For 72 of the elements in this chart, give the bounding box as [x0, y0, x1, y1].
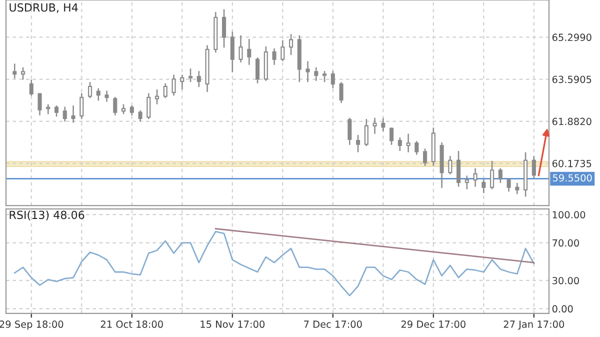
candlestick — [356, 135, 360, 152]
candlestick — [330, 71, 335, 88]
line-series — [14, 230, 535, 296]
y-tick-label: 65.2990 — [552, 34, 592, 42]
candlestick — [381, 118, 386, 132]
candlestick — [238, 35, 243, 62]
candlestick — [71, 105, 76, 123]
candlestick — [289, 34, 294, 56]
candlestick — [146, 93, 151, 120]
candlestick — [54, 105, 59, 117]
candlestick — [222, 9, 226, 48]
candlestick — [180, 74, 184, 90]
candlestick — [38, 93, 42, 116]
candlestick — [230, 32, 234, 72]
y-tick-label: 63.5905 — [552, 76, 592, 84]
candlestick — [62, 106, 67, 122]
candlestick — [423, 148, 428, 166]
candlestick — [515, 183, 520, 194]
candlestick — [12, 64, 17, 78]
candlestick — [464, 176, 469, 190]
candlestick — [20, 67, 26, 80]
candlestick — [96, 88, 100, 101]
candlestick — [306, 61, 310, 82]
candlestick — [256, 57, 260, 84]
candlestick — [88, 82, 92, 98]
candlestick — [448, 156, 452, 174]
candlestick — [188, 68, 193, 82]
candlestick — [314, 67, 318, 81]
candlestick — [80, 93, 84, 120]
x-tick-label: 29 Sep 18:00 — [0, 320, 64, 330]
x-tick-label: 21 Oct 18:00 — [100, 320, 163, 328]
y-tick-label: 70.00 — [552, 239, 579, 247]
candlestick — [339, 82, 344, 104]
candlestick — [138, 110, 142, 122]
candlestick — [490, 160, 494, 190]
candlestick — [348, 118, 352, 145]
candlestick — [154, 89, 160, 104]
ref-line-label: 59.5500 — [553, 174, 592, 182]
candlestick — [29, 80, 34, 96]
chart-title: USDRUB, H4 — [10, 3, 78, 13]
candlestick — [322, 71, 327, 82]
candlestick — [506, 178, 511, 192]
candlestick — [172, 74, 176, 96]
candlestick — [247, 39, 252, 65]
x-tick-label: 27 Jan 17:00 — [504, 320, 564, 330]
y-tick-label: 0.00 — [552, 305, 573, 313]
candlestick — [390, 128, 394, 145]
x-tick-label: 7 Dec 17:00 — [304, 320, 362, 328]
candlestick — [46, 104, 50, 114]
candlestick — [372, 118, 377, 134]
y-tick-label: 60.1735 — [552, 160, 592, 168]
candlestick — [406, 134, 410, 152]
y-tick-label: 30.00 — [552, 276, 579, 284]
candlestick — [113, 96, 118, 116]
candlestick — [104, 90, 109, 102]
candlestick — [280, 40, 285, 62]
y-tick-label: 61.8820 — [552, 118, 592, 126]
candlestick — [473, 168, 478, 187]
candlestick — [532, 156, 536, 178]
x-tick-label: 15 Nov 17:00 — [200, 320, 265, 328]
candlestick — [498, 168, 502, 184]
candlestick — [456, 151, 461, 187]
candlestick — [196, 71, 201, 88]
candlestick — [482, 179, 486, 194]
candlestick — [414, 141, 419, 155]
candlestick — [272, 48, 276, 65]
candlestick — [364, 119, 368, 146]
y-tick-label: 100.00 — [552, 211, 586, 218]
candlestick — [163, 83, 168, 98]
chart-title: RSI(13) 48.06 — [10, 210, 84, 220]
candlestick — [398, 137, 402, 152]
x-tick-label: 29 Dec 17:00 — [401, 320, 466, 328]
